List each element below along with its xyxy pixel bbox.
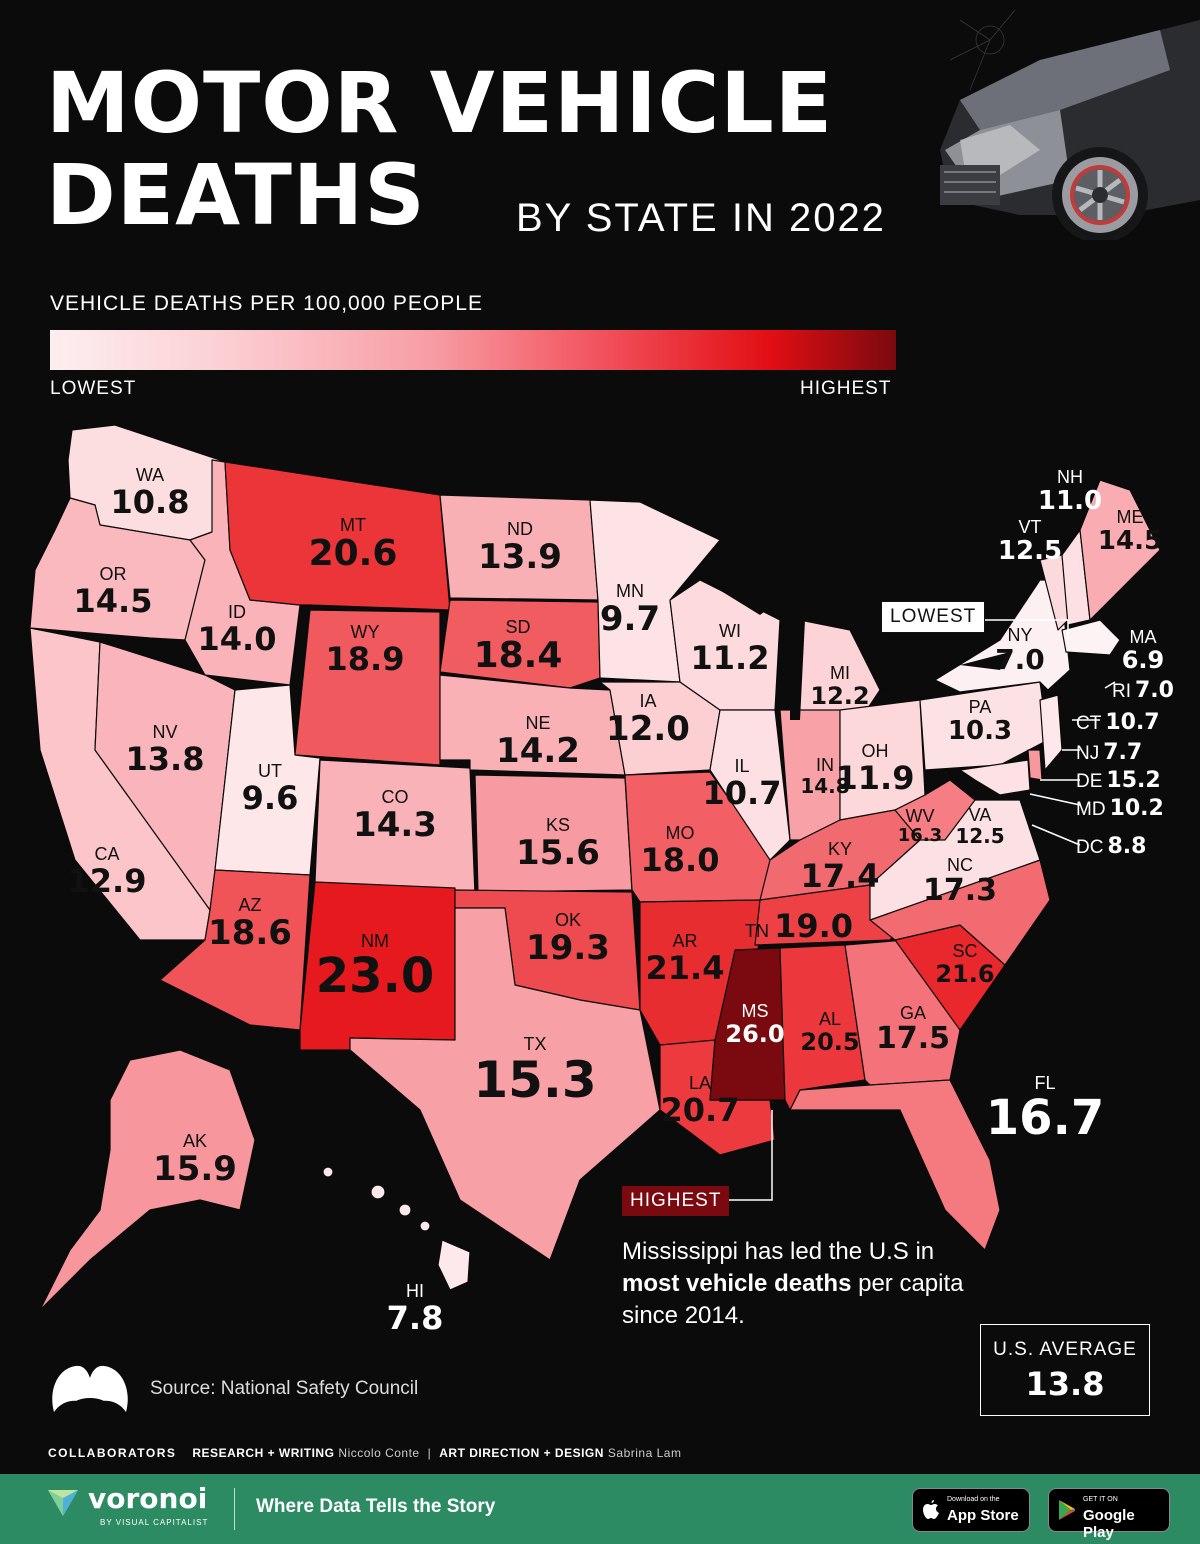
state-label-la: LA 20.7 bbox=[660, 1073, 740, 1129]
highest-callout: HIGHEST bbox=[622, 1186, 730, 1216]
voronoi-brand-sub: BY VISUAL CAPITALIST bbox=[100, 1518, 209, 1527]
apple-icon bbox=[923, 1500, 939, 1519]
state-label-oh: OH 11.9 bbox=[835, 741, 915, 797]
state-shape-wi bbox=[669, 579, 781, 711]
state-shape-ma bbox=[1061, 619, 1121, 656]
state-label-pa: PA 10.3 bbox=[947, 697, 1013, 746]
google-play-icon bbox=[1059, 1500, 1075, 1520]
state-label-nj: NJ 7.7 bbox=[1076, 740, 1143, 765]
title-line-2: DEATHS bbox=[46, 146, 426, 244]
footer-tagline: Where Data Tells the Story bbox=[256, 1496, 496, 1517]
state-label-nc: NC 17.3 bbox=[922, 855, 998, 908]
state-label-ia: IA 12.0 bbox=[606, 691, 690, 749]
state-label-ga: GA 17.5 bbox=[875, 1003, 951, 1056]
state-label-sc: SC 21.6 bbox=[935, 941, 995, 988]
state-label-il: IL 10.7 bbox=[702, 756, 782, 812]
state-label-mi: MI 12.2 bbox=[810, 663, 870, 710]
state-label-tx: TX 15.3 bbox=[473, 1034, 597, 1109]
state-label-id: ID 14.0 bbox=[197, 602, 277, 658]
state-label-or: OR 14.5 bbox=[73, 564, 153, 620]
state-label-ma: MA 6.9 bbox=[1121, 627, 1165, 674]
state-label-nh: NH 11.0 bbox=[1037, 467, 1103, 516]
us-average-box: U.S. AVERAGE 13.8 bbox=[980, 1324, 1150, 1416]
state-label-ok: OK 19.3 bbox=[526, 910, 610, 968]
subtitle: BY STATE IN 2022 bbox=[516, 196, 886, 240]
state-shape-wv bbox=[894, 779, 976, 841]
state-label-va: VA 12.5 bbox=[955, 805, 1005, 848]
state-label-me: ME 14.5 bbox=[1097, 507, 1163, 556]
state-label-md: MD 10.2 bbox=[1076, 796, 1164, 821]
state-label-nm: NM 23.0 bbox=[315, 931, 435, 1004]
state-label-ny: NY 7.0 bbox=[995, 625, 1045, 676]
title-line-1: MOTOR VEHICLE bbox=[46, 54, 834, 152]
state-label-co: CO 14.3 bbox=[353, 787, 437, 845]
legend-low-label: LOWEST bbox=[50, 378, 137, 399]
state-label-wy: WY 18.9 bbox=[325, 622, 405, 678]
state-label-az: AZ 18.6 bbox=[208, 895, 292, 953]
state-label-ct: CT 10.7 bbox=[1076, 710, 1160, 735]
state-shape-ne bbox=[439, 674, 626, 776]
state-label-sd: SD 18.4 bbox=[473, 617, 563, 676]
footer-bar: voronoi BY VISUAL CAPITALIST Where Data … bbox=[0, 1474, 1200, 1544]
state-shape-de bbox=[1027, 749, 1043, 781]
state-shape-wy bbox=[294, 609, 441, 766]
state-label-vt: VT 12.5 bbox=[997, 517, 1063, 566]
state-shape-ak bbox=[39, 1049, 256, 1311]
state-label-de: DE 15.2 bbox=[1076, 768, 1161, 793]
state-label-ar: AR 21.4 bbox=[645, 931, 725, 987]
state-label-nv: NV 13.8 bbox=[125, 722, 205, 778]
state-label-ks: KS 15.6 bbox=[516, 815, 600, 873]
legend-gradient-bar bbox=[50, 330, 896, 370]
credits-line: COLLABORATORS RESEARCH + WRITING Niccolo C… bbox=[48, 1446, 682, 1460]
legend-high-label: HIGHEST bbox=[800, 378, 892, 399]
state-label-ri: RI 7.0 bbox=[1112, 678, 1174, 703]
state-label-ky: KY 17.4 bbox=[800, 839, 880, 895]
state-shape-hi bbox=[322, 1166, 471, 1291]
state-shape-sd bbox=[439, 599, 601, 689]
app-store-button[interactable]: Download on the App Store bbox=[912, 1488, 1030, 1532]
state-label-wv: WV 16.3 bbox=[897, 806, 943, 846]
wrecked-car-illustration bbox=[940, 9, 1200, 240]
lowest-callout: LOWEST bbox=[881, 601, 986, 633]
state-label-wi: WI 11.2 bbox=[690, 621, 770, 677]
state-shape-nj bbox=[1039, 694, 1063, 771]
visual-capitalist-logo-icon bbox=[52, 1365, 128, 1414]
state-label-ne: NE 14.2 bbox=[496, 713, 580, 771]
us-average-value: 13.8 bbox=[1025, 1365, 1105, 1403]
voronoi-brand-name: voronoi bbox=[88, 1482, 208, 1515]
state-label-ut: UT 9.6 bbox=[241, 761, 299, 817]
state-label-mo: MO 18.0 bbox=[640, 823, 720, 879]
state-label-al: AL 20.5 bbox=[800, 1009, 860, 1056]
state-shape-il bbox=[709, 709, 791, 861]
state-label-ak: AK 15.9 bbox=[153, 1131, 237, 1189]
us-average-label: U.S. AVERAGE bbox=[993, 1339, 1137, 1360]
state-label-dc: DC 8.8 bbox=[1076, 834, 1147, 859]
footer-divider bbox=[234, 1488, 235, 1530]
us-choropleth-map bbox=[29, 424, 1161, 1311]
state-shape-fl bbox=[789, 1079, 1001, 1251]
source-text: Source: National Safety Council bbox=[150, 1378, 419, 1399]
state-label-ms: MS 26.0 bbox=[725, 1001, 785, 1048]
legend-title: VEHICLE DEATHS PER 100,000 PEOPLE bbox=[50, 292, 483, 315]
google-play-button[interactable]: GET IT ON Google Play bbox=[1048, 1488, 1170, 1541]
state-shape-md bbox=[959, 759, 1031, 796]
mississippi-note: Mississippi has led the U.S in most vehi… bbox=[622, 1238, 964, 1329]
state-label-tn: TN 19.0 bbox=[745, 907, 854, 945]
state-label-hi: HI 7.8 bbox=[386, 1281, 444, 1337]
state-shape-me bbox=[1079, 479, 1161, 621]
state-shape-az bbox=[159, 869, 311, 1031]
state-label-ca: CA 12.9 bbox=[67, 844, 147, 900]
state-label-mn: MN 9.7 bbox=[599, 581, 661, 639]
state-label-in: IN 14.8 bbox=[800, 755, 850, 798]
state-label-mt: MT 20.6 bbox=[308, 515, 398, 574]
state-label-fl: FL 16.7 bbox=[985, 1073, 1105, 1146]
voronoi-logo-icon bbox=[48, 1490, 78, 1516]
state-label-nd: ND 13.9 bbox=[478, 519, 562, 577]
state-label-wa: WA 10.8 bbox=[110, 465, 190, 521]
state-shape-tx bbox=[349, 907, 661, 1261]
